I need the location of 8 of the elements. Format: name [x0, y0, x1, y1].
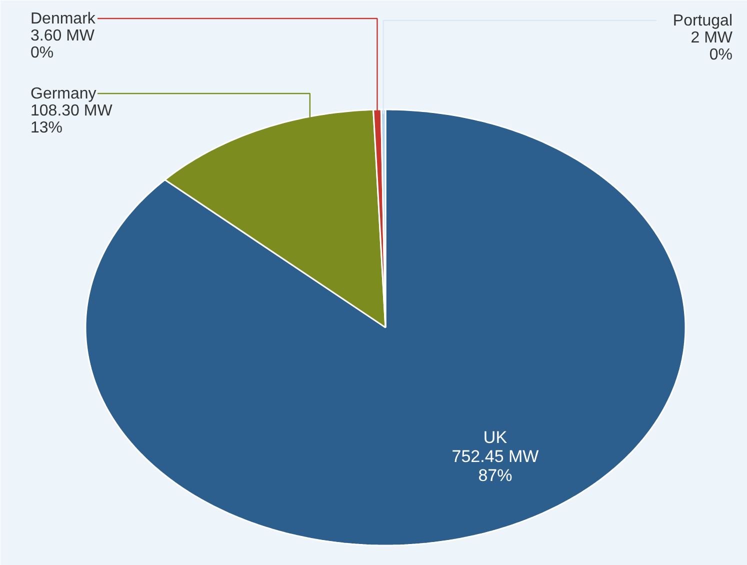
data-label: 2 MW 0% — [690, 30, 734, 64]
data-label: 3.60 MW 0% — [30, 28, 96, 62]
data-label: 752.45 MW 87% — [452, 446, 539, 485]
slice-label: Portugal — [672, 12, 732, 30]
slice-label: Denmark — [30, 10, 96, 28]
slice-label: UK — [483, 428, 508, 447]
slice-label: Germany — [30, 86, 96, 102]
data-label: 108.30 MW 13% — [30, 102, 114, 136]
